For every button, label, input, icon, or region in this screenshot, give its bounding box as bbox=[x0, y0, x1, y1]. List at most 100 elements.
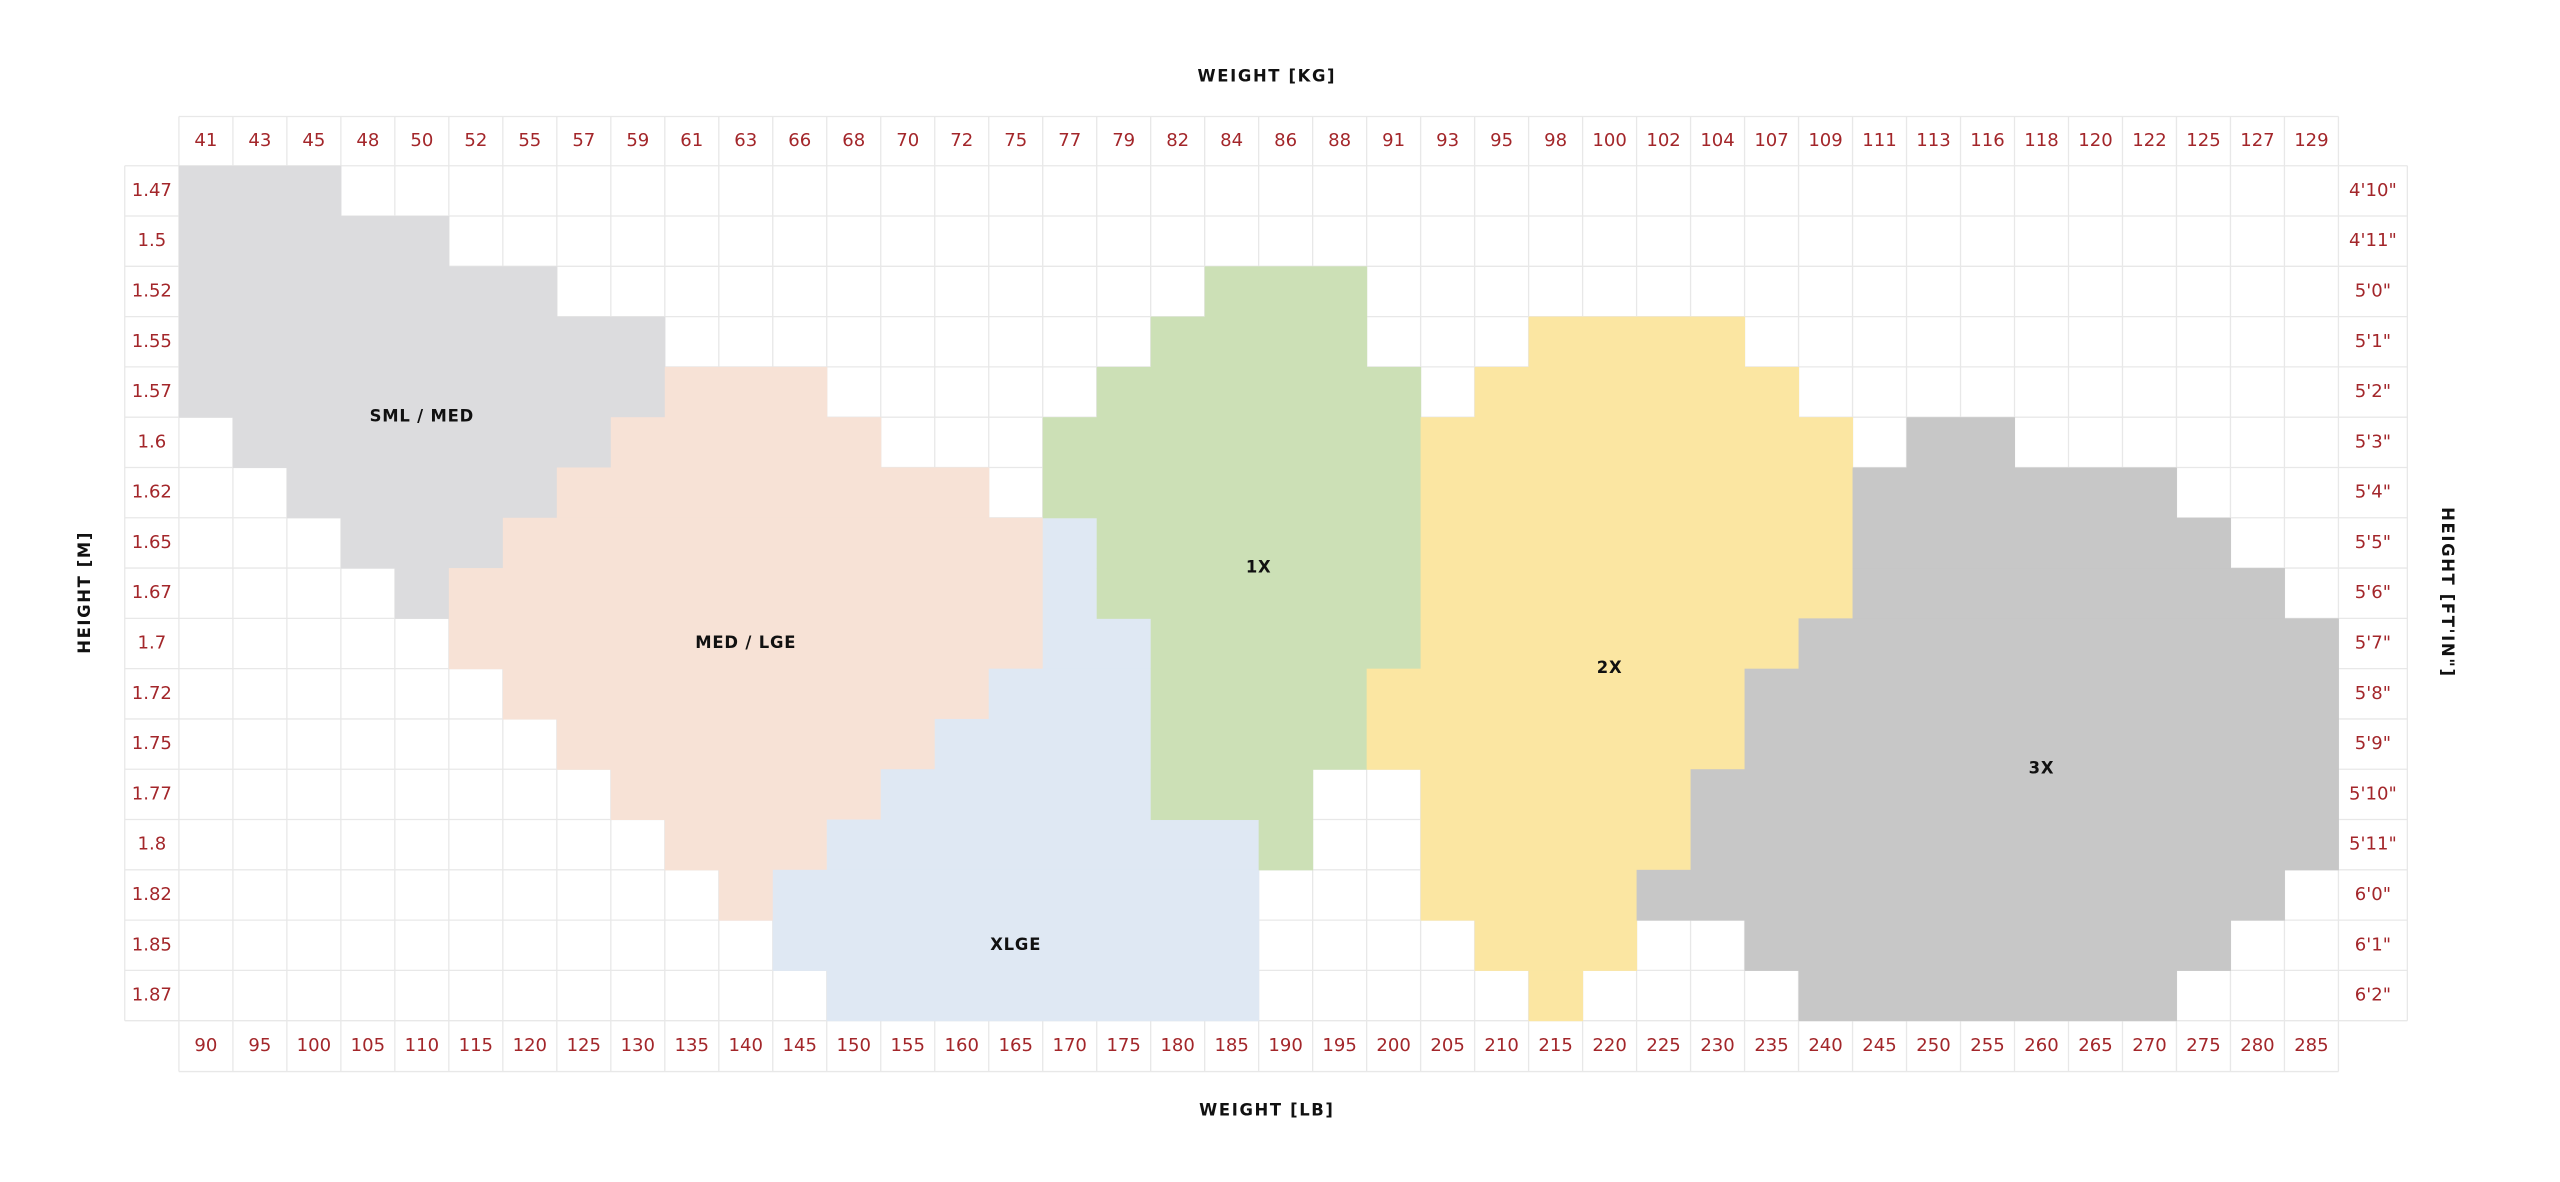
size-region bbox=[340, 517, 504, 569]
size-region bbox=[1096, 517, 1422, 569]
kg-label: 79 bbox=[1112, 130, 1135, 151]
size-region bbox=[178, 165, 342, 217]
lb-label: 260 bbox=[2024, 1035, 2058, 1056]
size-region bbox=[772, 869, 1260, 921]
size-region bbox=[664, 366, 828, 418]
ft-label: 5'7" bbox=[2355, 633, 2391, 654]
region-label: 2X bbox=[1597, 658, 1623, 677]
size-region bbox=[178, 366, 666, 418]
lb-label: 200 bbox=[1376, 1035, 1410, 1056]
kg-label: 63 bbox=[734, 130, 757, 151]
ft-label: 5'11" bbox=[2349, 834, 2397, 855]
lb-label: 155 bbox=[891, 1035, 925, 1056]
m-label: 1.77 bbox=[132, 783, 172, 804]
size-region bbox=[178, 316, 666, 368]
m-label: 1.85 bbox=[132, 934, 172, 955]
ft-label: 5'6" bbox=[2355, 582, 2391, 603]
size-region bbox=[448, 568, 1044, 619]
kg-label: 118 bbox=[2024, 130, 2058, 151]
lb-label: 250 bbox=[1916, 1035, 1950, 1056]
kg-label: 50 bbox=[410, 130, 433, 151]
kg-label: 104 bbox=[1700, 130, 1734, 151]
ft-label: 5'0" bbox=[2355, 280, 2391, 301]
lb-label: 255 bbox=[1970, 1035, 2004, 1056]
kg-label: 95 bbox=[1490, 130, 1513, 151]
lb-label: 275 bbox=[2186, 1035, 2220, 1056]
size-region bbox=[772, 920, 1260, 971]
size-region bbox=[664, 819, 828, 871]
size-region bbox=[1042, 568, 1098, 619]
lb-label: 280 bbox=[2240, 1035, 2274, 1056]
size-region bbox=[826, 819, 1260, 871]
lb-label: 230 bbox=[1700, 1035, 1734, 1056]
size-region bbox=[1636, 869, 2285, 921]
region-label: 1X bbox=[1246, 558, 1272, 577]
size-region bbox=[1366, 718, 1746, 770]
size-region bbox=[1420, 618, 1800, 670]
lb-label: 190 bbox=[1268, 1035, 1302, 1056]
size-region bbox=[556, 467, 990, 519]
size-region bbox=[1042, 417, 1422, 468]
size-region bbox=[556, 718, 936, 770]
size-region bbox=[1204, 266, 1368, 318]
size-region bbox=[1420, 769, 1692, 821]
kg-label: 86 bbox=[1274, 130, 1297, 151]
kg-label: 52 bbox=[464, 130, 487, 151]
lb-label: 185 bbox=[1214, 1035, 1248, 1056]
m-label: 1.82 bbox=[132, 884, 172, 905]
kg-label: 43 bbox=[248, 130, 271, 151]
kg-label: 113 bbox=[1916, 130, 1950, 151]
kg-label: 45 bbox=[302, 130, 325, 151]
lb-label: 215 bbox=[1538, 1035, 1572, 1056]
size-region bbox=[1474, 366, 1800, 418]
size-region bbox=[286, 467, 558, 519]
lb-label: 125 bbox=[567, 1035, 601, 1056]
size-region bbox=[1744, 668, 2339, 720]
lb-label: 170 bbox=[1052, 1035, 1086, 1056]
size-region bbox=[1528, 970, 1584, 1022]
kg-label: 55 bbox=[518, 130, 541, 151]
lb-label: 160 bbox=[945, 1035, 979, 1056]
size-region bbox=[610, 769, 882, 821]
size-region bbox=[1690, 769, 2339, 821]
lb-label: 265 bbox=[2078, 1035, 2112, 1056]
m-label: 1.65 bbox=[132, 532, 172, 553]
lb-label: 245 bbox=[1862, 1035, 1896, 1056]
kg-label: 57 bbox=[572, 130, 595, 151]
ft-label: 5'4" bbox=[2355, 482, 2391, 503]
size-region bbox=[1150, 618, 1422, 670]
ft-label: 5'9" bbox=[2355, 733, 2391, 754]
kg-label: 98 bbox=[1544, 130, 1567, 151]
kg-label: 93 bbox=[1436, 130, 1459, 151]
bottom-title: WEIGHT [LB] bbox=[1199, 1100, 1334, 1119]
ft-label: 5'1" bbox=[2355, 331, 2391, 352]
size-region bbox=[1852, 568, 2285, 619]
m-label: 1.87 bbox=[132, 985, 172, 1006]
kg-label: 61 bbox=[680, 130, 703, 151]
lb-label: 180 bbox=[1160, 1035, 1194, 1056]
lb-label: 240 bbox=[1808, 1035, 1842, 1056]
ft-label: 5'2" bbox=[2355, 381, 2391, 402]
size-region bbox=[1258, 819, 1314, 871]
m-label: 1.55 bbox=[132, 331, 172, 352]
kg-label: 66 bbox=[788, 130, 811, 151]
kg-label: 127 bbox=[2240, 130, 2274, 151]
size-region bbox=[502, 668, 990, 720]
lb-label: 145 bbox=[783, 1035, 817, 1056]
ft-label: 6'2" bbox=[2355, 985, 2391, 1006]
size-region bbox=[826, 970, 1260, 1022]
size-region bbox=[1420, 869, 1638, 921]
lb-label: 210 bbox=[1484, 1035, 1518, 1056]
size-region bbox=[1798, 618, 2339, 670]
kg-label: 125 bbox=[2186, 130, 2220, 151]
kg-label: 75 bbox=[1004, 130, 1027, 151]
size-region bbox=[1906, 417, 2015, 468]
m-label: 1.75 bbox=[132, 733, 172, 754]
size-region bbox=[1528, 316, 1746, 368]
size-region bbox=[448, 618, 1044, 670]
kg-label: 88 bbox=[1328, 130, 1351, 151]
size-region bbox=[1474, 920, 1638, 971]
ft-label: 4'11" bbox=[2349, 230, 2397, 251]
size-region bbox=[502, 517, 1044, 569]
kg-label: 41 bbox=[194, 130, 217, 151]
